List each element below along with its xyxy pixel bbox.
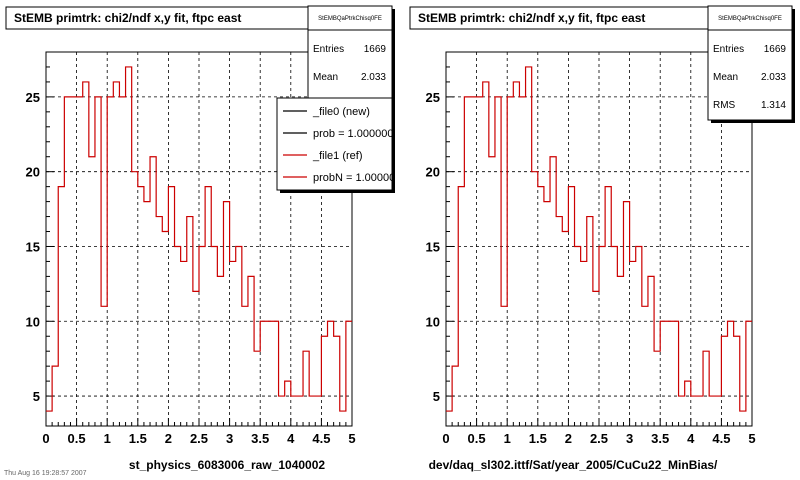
footer-timestamp: Thu Aug 16 19:28:57 2007: [4, 470, 87, 477]
x-tick-label: 0.5: [68, 431, 86, 446]
x-tick-label: 5: [748, 431, 755, 446]
x-axis-label: st_physics_6083006_raw_1040002: [129, 458, 325, 472]
stats-label: Mean: [713, 72, 738, 83]
legend-box: [276, 97, 393, 191]
x-tick-label: 2.5: [590, 431, 608, 446]
x-tick-label: 4: [287, 431, 295, 446]
x-tick-label: 1.5: [129, 431, 147, 446]
x-tick-label: 2.5: [190, 431, 208, 446]
legend-label: prob = 1.000000: [313, 128, 393, 140]
x-tick-label: 0: [42, 431, 49, 446]
y-tick-label: 20: [426, 165, 440, 180]
x-tick-label: 1: [504, 431, 511, 446]
histogram-panel-1: 0 0.5 1 1.5 2 2.5 3 3.5 4 4.5 5 5 10 15 20 25 StEMB prim…: [5, 5, 401, 472]
stats-title: StEMBQaPtrkChisq0FE: [318, 16, 382, 22]
stats-value: 2.033: [361, 72, 386, 83]
stats-value: 1669: [764, 44, 787, 55]
stats-label: RMS: [713, 100, 736, 111]
y-tick-label: 25: [26, 90, 40, 105]
x-tick-label: 3.5: [651, 431, 669, 446]
histogram-series-1: [46, 66, 352, 412]
x-tick-label: 3.5: [251, 431, 269, 446]
stats-value: 1.314: [761, 100, 786, 111]
stats-value: 1669: [364, 44, 387, 55]
histogram-panel-2: 0 0.5 1 1.5 2 2.5 3 3.5 4 4.5 5 5 10 15 20 25 StEMB prim…: [409, 5, 795, 472]
legend-label: probN = 1.000000: [313, 172, 401, 184]
stats-box: [707, 5, 793, 121]
legend-label: _file1 (ref): [312, 150, 363, 162]
y-tick-label: 15: [426, 239, 440, 254]
y-tick-label: 15: [26, 239, 40, 254]
x-tick-label: 4: [687, 431, 695, 446]
x-tick-label: 2: [565, 431, 572, 446]
legend-entries: _file0 (new) prob = 1.000000 _file1 (ref) p…: [283, 106, 401, 184]
y-tick-label: 5: [433, 389, 440, 404]
x-tick-label: 3: [226, 431, 233, 446]
chart-title: StEMB primtrk: chi2/ndf x,y fit, ftpc ea…: [14, 11, 241, 25]
x-tick-label: 2: [165, 431, 172, 446]
x-tick-label: 3: [626, 431, 633, 446]
y-tick-label: 25: [426, 90, 440, 105]
x-tick-label: 5: [348, 431, 355, 446]
x-tick-label: 0.5: [468, 431, 486, 446]
y-tick-label: 10: [426, 314, 440, 329]
stats-label: Entries: [713, 44, 744, 55]
x-tick-label: 4.5: [712, 431, 730, 446]
legend-label: _file0 (new): [312, 106, 370, 118]
histogram-series-1: [446, 66, 752, 412]
chart-title: StEMB primtrk: chi2/ndf x,y fit, ftpc ea…: [418, 11, 645, 25]
y-tick-label: 5: [33, 389, 40, 404]
x-tick-label: 1: [104, 431, 111, 446]
stats-value: 2.033: [761, 72, 786, 83]
x-tick-label: 1.5: [529, 431, 547, 446]
stats-title: StEMBQaPtrkChisq0FE: [718, 16, 782, 22]
y-tick-label: 20: [26, 165, 40, 180]
x-tick-label: 0: [442, 431, 449, 446]
stats-label: Mean: [313, 72, 338, 83]
x-axis-label: dev/daq_sl302.ittf/Sat/year_2005/CuCu22_…: [429, 458, 718, 472]
x-tick-label: 4.5: [312, 431, 330, 446]
stats-label: Entries: [313, 44, 344, 55]
y-tick-label: 10: [26, 314, 40, 329]
